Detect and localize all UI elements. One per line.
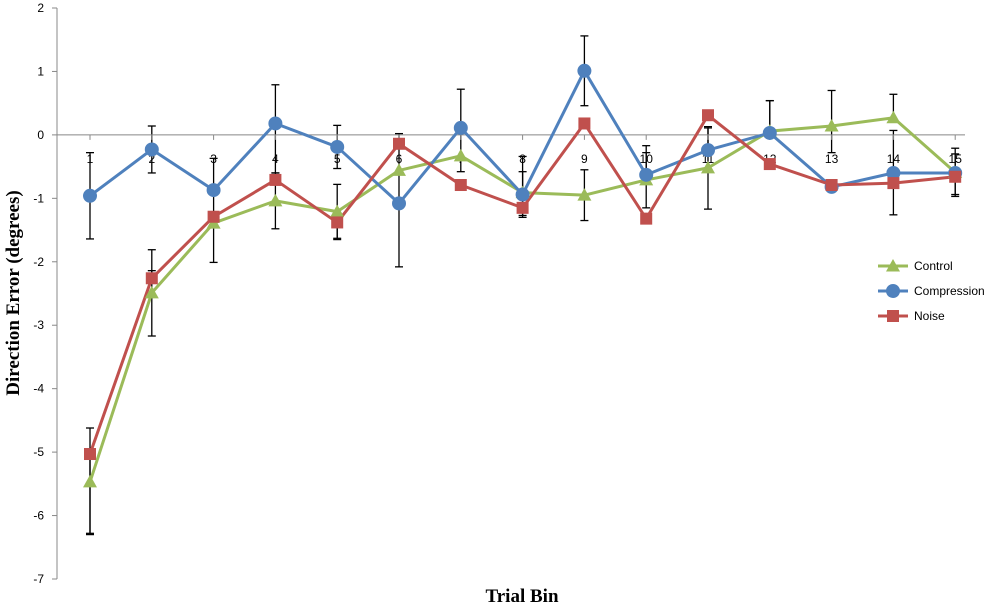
x-tick-label: 8	[519, 152, 526, 166]
axes	[56, 8, 965, 579]
y-tick-label: -6	[33, 509, 44, 523]
x-tick-label: 1	[87, 152, 94, 166]
data-point-noise	[516, 201, 529, 214]
data-point-noise	[825, 179, 838, 192]
data-point-noise	[949, 170, 962, 183]
x-tick-label: 14	[887, 152, 901, 166]
data-point-compression	[268, 116, 283, 131]
data-point-noise	[145, 272, 158, 285]
series-lines	[88, 69, 957, 483]
x-tick-label: 2	[148, 152, 155, 166]
data-point-compression	[392, 196, 406, 211]
data-point-noise	[207, 210, 220, 223]
x-tick-label: 9	[581, 152, 588, 166]
legend-marker	[886, 259, 900, 272]
y-axis-title: Direction Error (degrees)	[3, 190, 24, 395]
data-point-control	[453, 148, 468, 162]
x-tick-label: 13	[825, 152, 839, 166]
data-point-compression	[701, 143, 715, 158]
data-point-control	[392, 163, 406, 176]
legend-item-compression: Compression	[878, 284, 985, 298]
data-point-noise	[269, 173, 282, 186]
data-point-noise	[393, 137, 405, 150]
y-tick-label: 0	[37, 128, 44, 142]
x-tick-label: 5	[334, 152, 341, 166]
data-point-control	[701, 160, 715, 174]
legend-marker	[886, 284, 900, 298]
y-tick-label: 1	[37, 64, 44, 78]
data-point-control	[330, 204, 345, 218]
data-point-compression	[83, 188, 97, 203]
x-tick-label: 4	[272, 152, 279, 166]
legend: Control Compression Noise	[878, 259, 985, 323]
y-tick-label: -3	[33, 318, 44, 332]
data-point-noise	[454, 179, 467, 192]
data-point-control	[577, 188, 592, 201]
data-point-compression	[515, 187, 530, 202]
y-tick-label: -1	[33, 191, 44, 205]
y-tick-label: -2	[33, 255, 44, 269]
legend-label: Compression	[914, 284, 985, 298]
data-point-noise	[702, 109, 714, 122]
y-tick-label: -7	[33, 572, 44, 586]
data-point-noise	[640, 212, 653, 225]
data-point-compression	[144, 142, 159, 157]
series-markers	[83, 63, 963, 488]
x-tick-label: 10	[640, 152, 654, 166]
data-point-control	[824, 119, 839, 132]
data-point-compression	[577, 63, 592, 78]
data-point-compression	[206, 183, 221, 198]
data-point-compression	[453, 120, 468, 135]
data-point-noise	[763, 158, 776, 171]
y-tick-label: -5	[33, 445, 44, 459]
data-point-noise	[887, 177, 900, 190]
legend-item-control: Control	[878, 259, 953, 273]
y-tick-label: 2	[37, 1, 44, 15]
data-point-noise	[578, 117, 591, 130]
error-bars	[86, 35, 960, 536]
y-axis-ticks: 2 1 0 -1 -2 -3 -4 -5 -6 -7	[33, 1, 57, 586]
data-point-control	[268, 193, 283, 207]
legend-label: Control	[914, 259, 953, 273]
data-point-noise	[84, 448, 96, 461]
data-point-control	[83, 474, 97, 488]
legend-marker	[887, 310, 899, 322]
legend-item-noise: Noise	[878, 309, 945, 323]
y-tick-label: -4	[33, 382, 44, 396]
x-tick-label: 6	[396, 152, 403, 166]
data-point-compression	[330, 139, 345, 154]
data-point-compression	[762, 125, 777, 140]
x-tick-label: 3	[210, 152, 217, 166]
legend-label: Noise	[914, 309, 945, 323]
data-point-control	[144, 285, 159, 299]
x-axis-title: Trial Bin	[485, 586, 558, 607]
x-axis-ticks: 123456789101112131415	[87, 134, 963, 166]
x-tick-label: 15	[949, 152, 963, 166]
data-point-control	[886, 110, 901, 124]
data-point-noise	[331, 216, 344, 229]
data-point-compression	[639, 167, 654, 182]
